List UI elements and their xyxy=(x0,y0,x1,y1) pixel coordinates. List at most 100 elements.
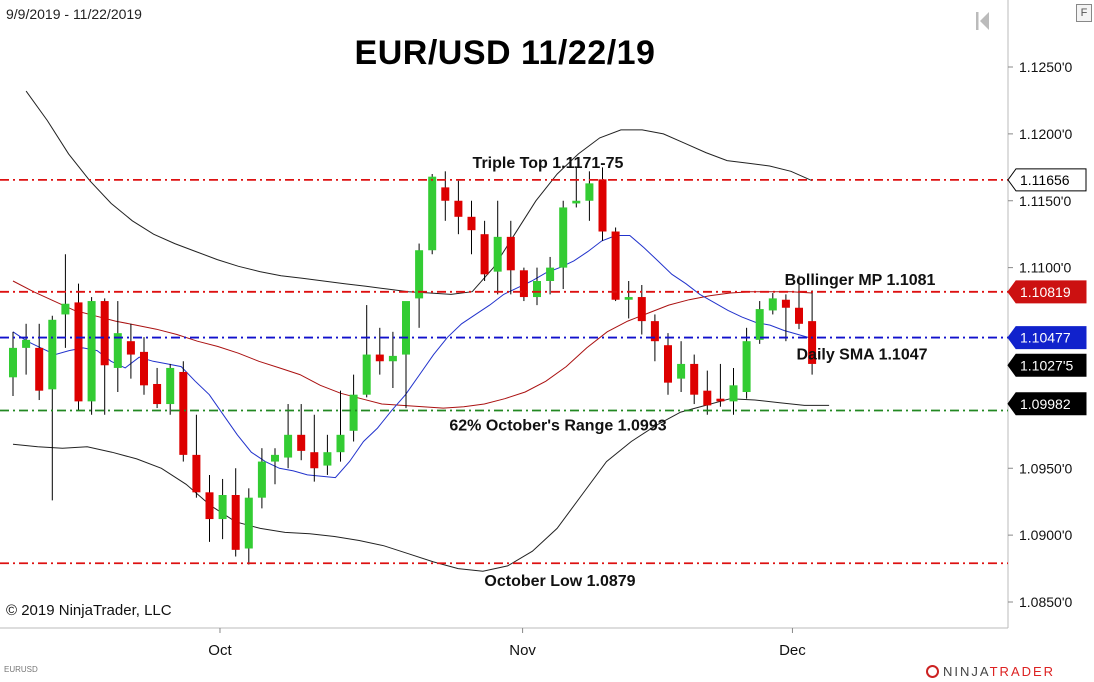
price-marker-label: 1.1027'5 xyxy=(1020,357,1073,373)
candle-up xyxy=(677,363,686,379)
candle-up xyxy=(9,347,17,378)
candle-down xyxy=(716,398,725,402)
candle-down xyxy=(781,299,790,308)
candle-down xyxy=(205,492,214,520)
candle-up xyxy=(336,434,345,453)
lower-bollinger-band xyxy=(12,398,830,572)
candle-up xyxy=(22,339,31,348)
x-tick-label: Nov xyxy=(509,642,536,659)
f-button[interactable]: F xyxy=(1076,4,1092,22)
scroll-to-start-icon[interactable] xyxy=(975,10,991,32)
candle-up xyxy=(61,303,70,315)
candle-down xyxy=(126,341,135,355)
price-marker-label: 1.09982 xyxy=(1020,396,1071,412)
triple-top-label: Triple Top 1.1171-75 xyxy=(473,155,624,172)
candle-up xyxy=(729,385,738,402)
price-marker-box xyxy=(1007,353,1087,377)
candle-up xyxy=(546,267,555,281)
oct-62-range-label: 62% October's Range 1.0993 xyxy=(449,417,666,434)
candle-up xyxy=(402,301,410,355)
candle-down xyxy=(179,371,188,455)
price-marker-box xyxy=(1007,280,1087,304)
candle-up xyxy=(271,454,279,462)
candle-down xyxy=(310,452,319,469)
x-tick-label: Dec xyxy=(779,642,806,659)
candle-down xyxy=(611,231,620,300)
price-marker: 1.1027'5 xyxy=(1007,353,1087,377)
bollinger-mp-label: Bollinger MP 1.1081 xyxy=(785,272,936,289)
candle-down xyxy=(441,187,450,201)
candle-up xyxy=(493,236,502,272)
candle-up xyxy=(755,309,764,340)
y-tick-label: 1.0950'0 xyxy=(1019,460,1072,476)
candle-up xyxy=(585,183,594,201)
candle-up xyxy=(742,341,751,393)
candle-up xyxy=(572,200,581,204)
brand-prefix: NINJA xyxy=(943,664,990,679)
candle-down xyxy=(35,347,44,391)
candle-up xyxy=(768,298,777,311)
price-marker-label: 1.10819 xyxy=(1020,284,1071,300)
candle-down xyxy=(506,236,515,271)
candle-up xyxy=(349,394,358,431)
candle-up xyxy=(323,452,332,466)
candle-up xyxy=(257,461,266,498)
date-range: 9/9/2019 - 11/22/2019 xyxy=(6,6,142,22)
candle-down xyxy=(467,216,476,231)
candle-down xyxy=(795,307,803,324)
x-tick-label: Oct xyxy=(208,642,232,659)
candle-down xyxy=(100,301,109,366)
october-low-label: October Low 1.0879 xyxy=(484,573,635,590)
price-marker-label: 1.10477 xyxy=(1020,330,1071,346)
candle-down xyxy=(454,200,463,217)
y-tick-label: 1.1100'0 xyxy=(1019,260,1071,276)
y-tick-label: 1.1250'0 xyxy=(1019,59,1072,75)
candle-down xyxy=(664,345,672,383)
price-marker: 1.09982 xyxy=(1007,392,1087,416)
candle-down xyxy=(231,495,240,550)
daily-sma-line xyxy=(12,235,813,479)
price-marker: 1.10819 xyxy=(1007,280,1087,304)
candle-up xyxy=(48,319,57,390)
candle-down xyxy=(297,434,306,451)
candle-down xyxy=(637,297,646,322)
candle-up xyxy=(284,434,293,458)
y-tick-label: 1.1150'0 xyxy=(1019,193,1071,209)
chart-title: EUR/USD 11/22/19 xyxy=(354,34,656,72)
candle-down xyxy=(690,363,699,395)
brand-logo: NINJATRADER xyxy=(926,664,1055,679)
candle-up xyxy=(218,495,227,520)
daily-sma-label: Daily SMA 1.1047 xyxy=(796,347,927,364)
candle-up xyxy=(244,497,253,549)
candle-down xyxy=(74,302,83,402)
y-tick-label: 1.0850'0 xyxy=(1019,594,1072,610)
price-marker-box xyxy=(1007,326,1087,350)
candle-down xyxy=(140,351,148,386)
candle-down xyxy=(650,321,659,342)
candle-up xyxy=(113,333,122,368)
y-tick-label: 1.1200'0 xyxy=(1019,126,1072,142)
candle-down xyxy=(375,354,384,362)
price-marker-box xyxy=(1007,168,1087,192)
candle-up xyxy=(428,176,437,251)
ninja-logo-icon xyxy=(926,665,939,678)
candle-up xyxy=(533,281,541,298)
price-marker: 1.11656 xyxy=(1007,168,1087,192)
candle-down xyxy=(598,179,607,232)
candle-down xyxy=(519,270,528,298)
candle-down xyxy=(480,234,489,275)
candle-up xyxy=(624,297,633,300)
candle-up xyxy=(388,355,397,362)
candle-down xyxy=(153,383,162,405)
price-marker-box xyxy=(1007,392,1087,416)
candle-up xyxy=(415,250,424,299)
candle-down xyxy=(703,390,712,406)
brand-suffix: TRADER xyxy=(989,664,1056,679)
candle-up xyxy=(559,207,568,268)
candle-up xyxy=(87,301,96,402)
symbol-label: EURUSD xyxy=(4,665,38,674)
y-tick-label: 1.0900'0 xyxy=(1019,527,1072,543)
candle-down xyxy=(192,454,201,493)
candle-up xyxy=(362,354,371,395)
